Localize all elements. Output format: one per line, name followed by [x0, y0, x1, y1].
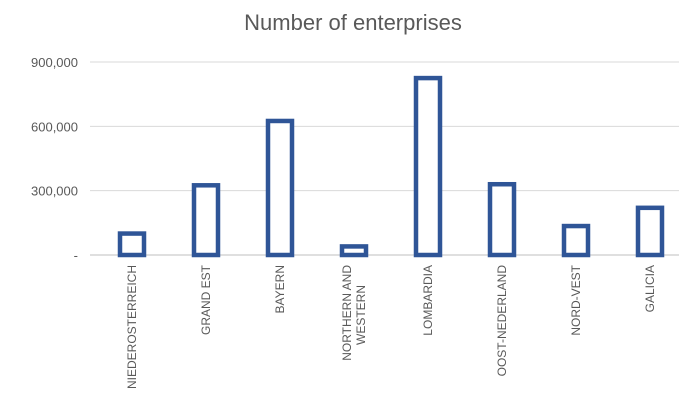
chart-title: Number of enterprises [244, 10, 462, 35]
x-tick-label: NORTHERN ANDWESTERN [340, 265, 368, 361]
bar [339, 244, 369, 258]
x-tick-label: NIEDEROSTERREICH [125, 265, 139, 389]
bar [561, 223, 591, 258]
y-tick-label: 600,000 [31, 119, 78, 134]
bar [265, 118, 295, 258]
x-tick-label: NORD-VEST [569, 264, 583, 335]
bar [413, 75, 443, 258]
bar [487, 181, 517, 258]
y-tick-label: 300,000 [31, 184, 78, 199]
bar [635, 205, 665, 258]
y-tick-label: - [74, 248, 78, 263]
x-tick-label: BAYERN [273, 265, 287, 313]
bar [117, 231, 147, 258]
x-axis-ticks: NIEDEROSTERREICH GRAND EST BAYERN NORTHERN … [125, 264, 657, 389]
x-tick-label: GALICIA [643, 265, 657, 312]
bar [191, 183, 221, 258]
x-tick-label: OOST-NEDERLAND [495, 265, 509, 377]
x-tick-label: LOMBARDIA [421, 265, 435, 336]
bars [117, 75, 665, 258]
x-tick-label: GRAND EST [199, 264, 213, 335]
gridlines [90, 61, 679, 256]
y-tick-label: 900,000 [31, 55, 78, 70]
y-axis-ticks: - 300,000 600,000 900,000 [31, 55, 78, 263]
